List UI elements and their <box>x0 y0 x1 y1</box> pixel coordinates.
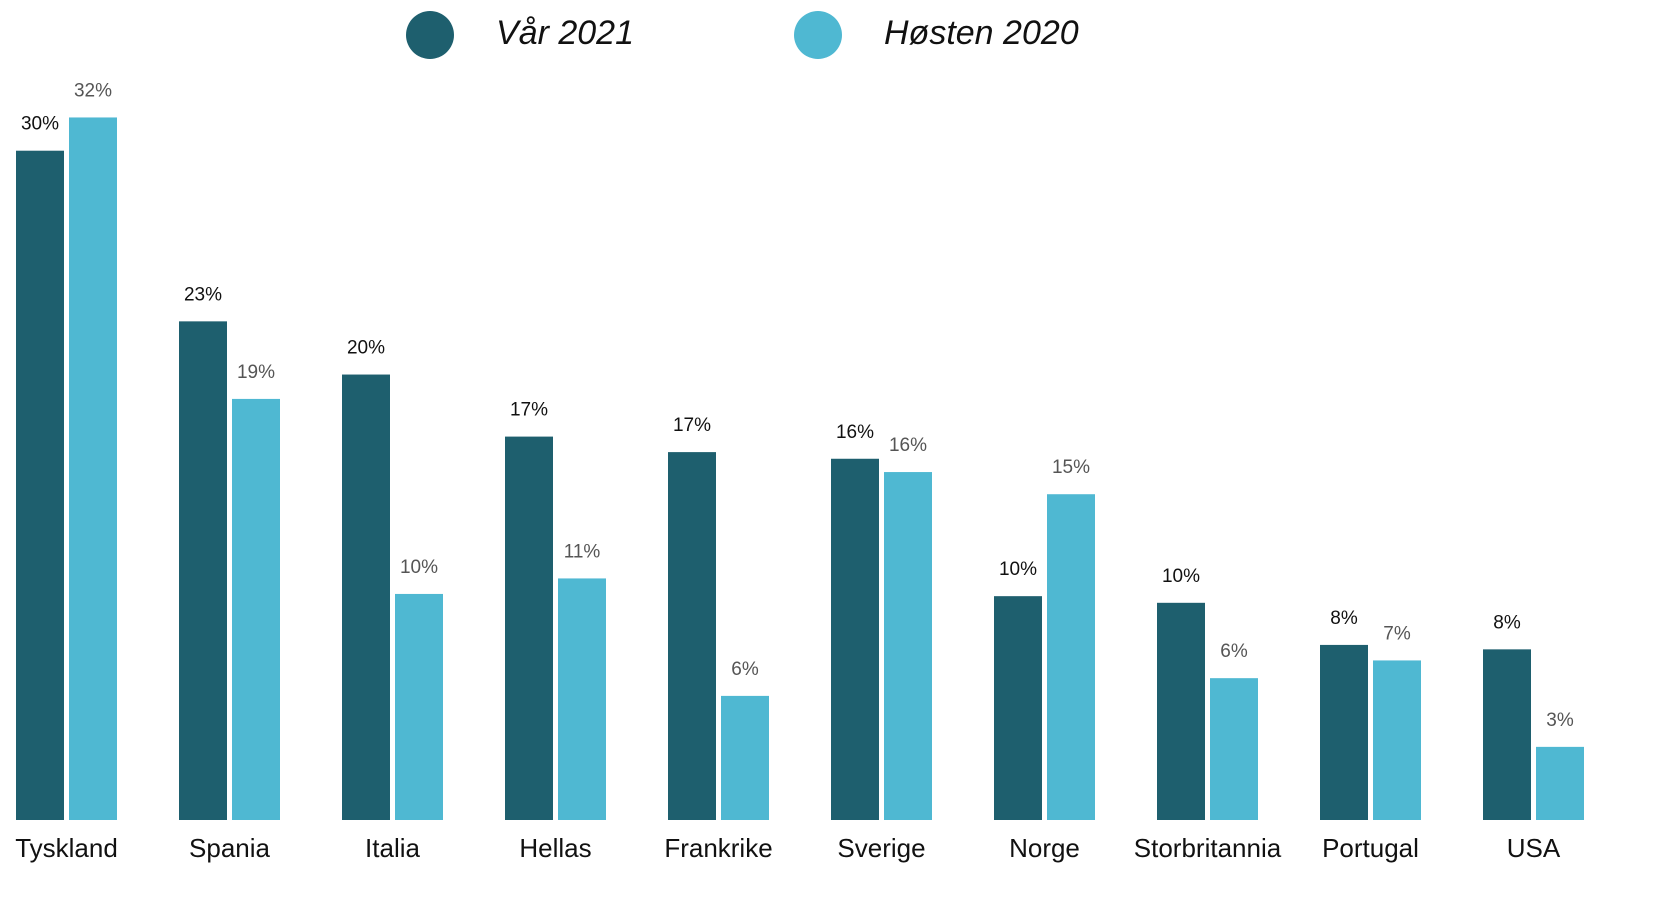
x-tick-label: Spania <box>189 833 270 863</box>
value-label: 23% <box>184 284 222 305</box>
value-label: 6% <box>1220 641 1248 662</box>
legend-swatch <box>794 11 842 59</box>
bar <box>395 593 443 820</box>
value-label: 6% <box>731 659 759 680</box>
value-label: 8% <box>1493 612 1521 633</box>
value-label: 7% <box>1383 623 1411 644</box>
legend-label: Høsten 2020 <box>884 14 1079 52</box>
bar <box>1536 746 1584 820</box>
value-label: 17% <box>510 400 548 421</box>
bar <box>1157 602 1205 820</box>
value-label: 30% <box>21 114 59 135</box>
value-label: 8% <box>1330 608 1358 629</box>
value-label: 19% <box>237 362 275 383</box>
bar <box>1483 649 1531 820</box>
x-tick-label: Hellas <box>519 833 591 863</box>
bar <box>16 150 64 820</box>
value-label: 16% <box>836 422 874 443</box>
bar <box>1320 644 1368 820</box>
x-tick-label: Norge <box>1009 833 1080 863</box>
x-tick-label: Sverige <box>837 833 925 863</box>
value-label: 3% <box>1546 710 1574 731</box>
x-tick-label: USA <box>1507 833 1561 863</box>
bar <box>1373 660 1421 820</box>
bar <box>558 578 606 820</box>
bar <box>721 695 769 820</box>
bar <box>505 436 553 820</box>
bar <box>884 472 932 820</box>
bar <box>1210 678 1258 820</box>
legend-label: Vår 2021 <box>496 14 634 52</box>
value-label: 15% <box>1052 457 1090 478</box>
value-label: 20% <box>347 338 385 359</box>
x-tick-label: Portugal <box>1322 833 1419 863</box>
value-label: 11% <box>564 541 601 562</box>
legend-swatch <box>406 11 454 59</box>
value-label: 10% <box>400 557 438 578</box>
value-label: 16% <box>889 435 927 456</box>
bar <box>342 374 390 820</box>
bar <box>831 458 879 820</box>
x-tick-label: Storbritannia <box>1134 833 1282 863</box>
bar <box>69 117 117 820</box>
value-label: 32% <box>74 80 112 101</box>
bar <box>179 321 227 820</box>
value-label: 10% <box>999 559 1037 580</box>
x-tick-label: Frankrike <box>664 833 772 863</box>
x-tick-label: Italia <box>365 833 420 863</box>
value-label: 17% <box>673 415 711 436</box>
bar <box>668 452 716 820</box>
bar <box>994 596 1042 820</box>
bar <box>232 398 280 820</box>
x-tick-label: Tyskland <box>15 833 118 863</box>
value-label: 10% <box>1162 566 1200 587</box>
bar <box>1047 494 1095 820</box>
